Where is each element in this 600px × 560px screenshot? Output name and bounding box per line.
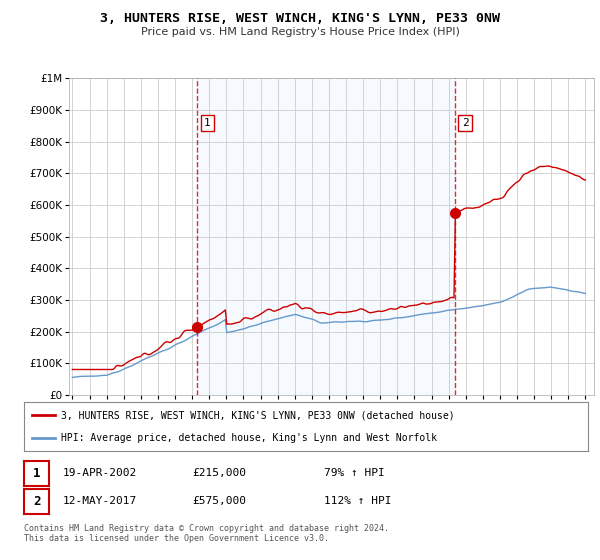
Text: 3, HUNTERS RISE, WEST WINCH, KING'S LYNN, PE33 0NW (detached house): 3, HUNTERS RISE, WEST WINCH, KING'S LYNN… [61, 410, 454, 421]
Text: 1: 1 [204, 118, 211, 128]
Text: 112% ↑ HPI: 112% ↑ HPI [324, 496, 392, 506]
Text: 12-MAY-2017: 12-MAY-2017 [63, 496, 137, 506]
Text: 2: 2 [33, 494, 40, 508]
Text: Price paid vs. HM Land Registry's House Price Index (HPI): Price paid vs. HM Land Registry's House … [140, 27, 460, 37]
Text: 2: 2 [461, 118, 469, 128]
Text: Contains HM Land Registry data © Crown copyright and database right 2024.
This d: Contains HM Land Registry data © Crown c… [24, 524, 389, 543]
Bar [197, 78, 455, 395]
Text: 3, HUNTERS RISE, WEST WINCH, KING'S LYNN, PE33 0NW: 3, HUNTERS RISE, WEST WINCH, KING'S LYNN… [100, 12, 500, 25]
Text: HPI: Average price, detached house, King's Lynn and West Norfolk: HPI: Average price, detached house, King… [61, 433, 437, 444]
Text: £215,000: £215,000 [192, 468, 246, 478]
Text: 79% ↑ HPI: 79% ↑ HPI [324, 468, 385, 478]
Text: 1: 1 [33, 466, 40, 480]
Text: 19-APR-2002: 19-APR-2002 [63, 468, 137, 478]
Text: £575,000: £575,000 [192, 496, 246, 506]
